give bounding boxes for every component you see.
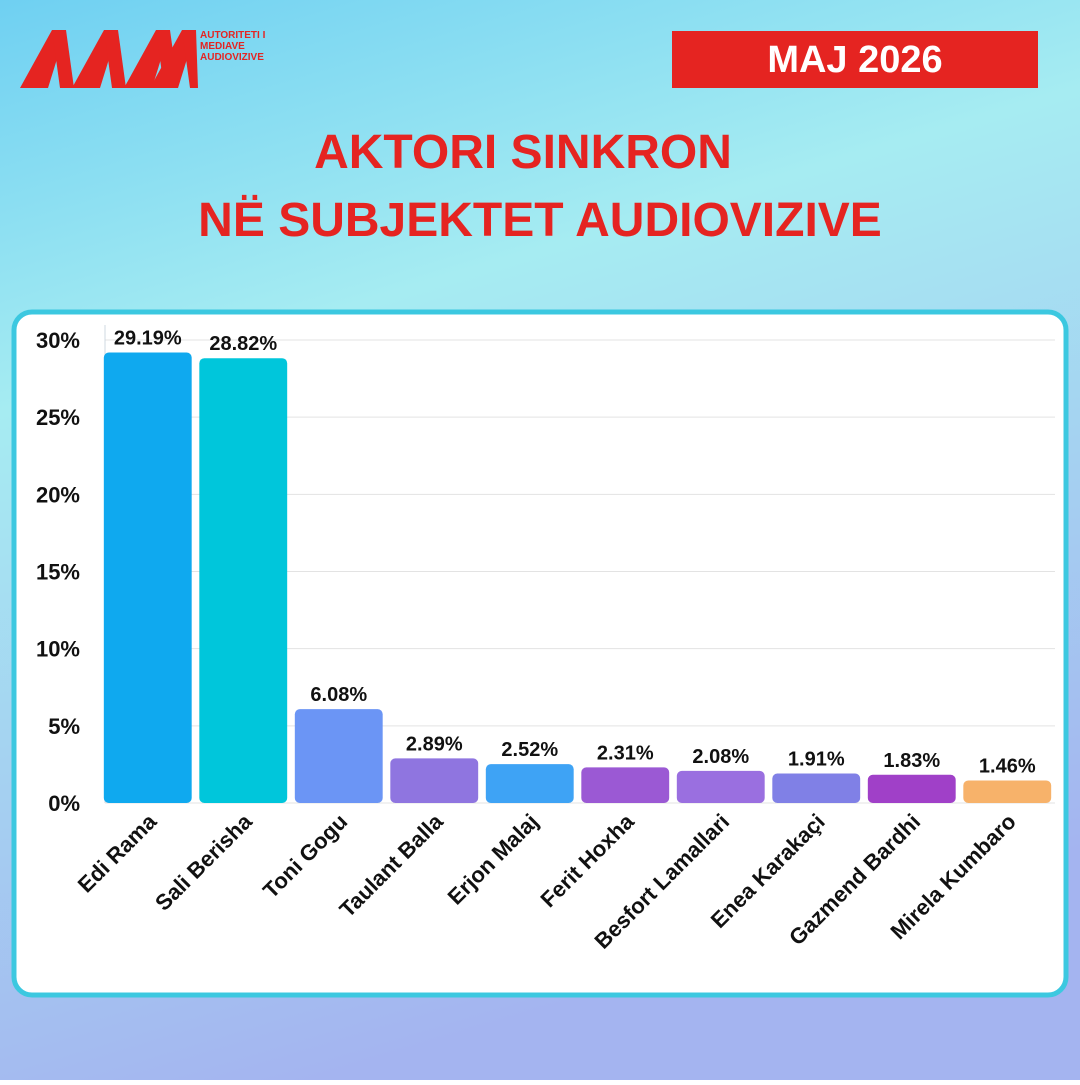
value-label: 29.19% <box>114 328 182 350</box>
chart-title: AKTORI SINKRON <box>314 126 732 179</box>
logo-text: AUTORITETI I <box>200 30 266 41</box>
y-tick-label: 15% <box>36 560 80 585</box>
bar <box>581 767 670 803</box>
bar <box>390 758 479 803</box>
value-label: 2.31% <box>597 742 654 764</box>
value-label: 1.46% <box>979 755 1036 777</box>
date-badge <box>672 31 1038 88</box>
y-tick-label: 5% <box>48 714 80 739</box>
date: MAJ 2026 <box>767 39 942 81</box>
y-tick-label: 25% <box>36 405 80 430</box>
value-label: 2.89% <box>406 733 463 755</box>
logo <box>20 30 198 88</box>
chart-title: NË SUBJEKTET AUDIOVIZIVE <box>198 194 882 247</box>
bar <box>199 358 288 803</box>
bar <box>867 774 956 803</box>
value-label: 2.52% <box>501 739 558 761</box>
value-label: 1.91% <box>788 749 845 771</box>
logo-text: MEDIAVE <box>200 41 245 52</box>
y-tick-label: 20% <box>36 482 80 507</box>
bar <box>485 764 574 803</box>
y-tick-label: 30% <box>36 328 80 353</box>
bar <box>294 709 383 803</box>
y-tick-label: 10% <box>36 637 80 662</box>
bar <box>963 780 1052 803</box>
value-label: 2.08% <box>692 746 749 768</box>
value-label: 1.83% <box>883 750 940 772</box>
bar <box>103 352 192 803</box>
logo-text: AUDIOVIZIVE <box>200 52 264 63</box>
bar <box>772 773 861 803</box>
value-label: 28.82% <box>209 333 277 355</box>
bar <box>676 770 765 803</box>
y-tick-label: 0% <box>48 791 80 816</box>
value-label: 6.08% <box>310 684 367 706</box>
